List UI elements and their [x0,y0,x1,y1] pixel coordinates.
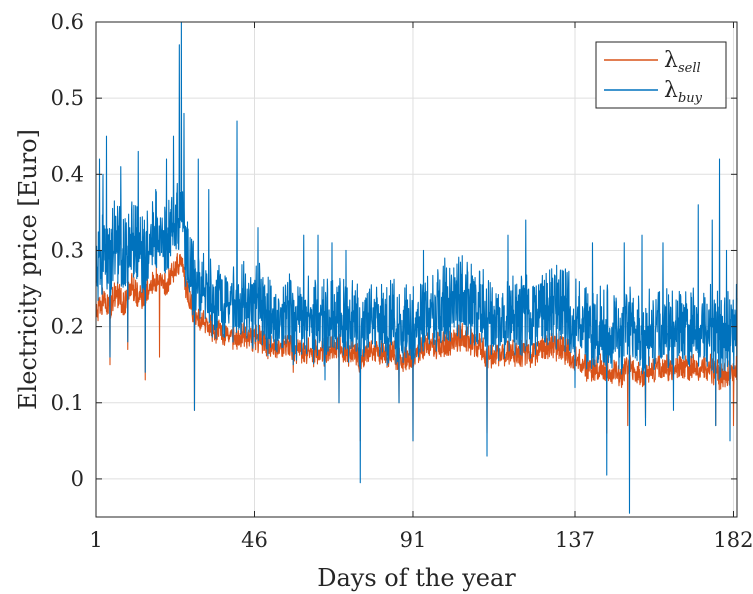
legend-subscript-buy: buy [678,91,703,106]
y-tick-label: 0 [71,467,84,491]
x-tick-label: 91 [400,528,427,552]
legend-subscript-sell: sell [678,61,701,76]
legend: λsell λbuy [595,41,727,109]
series-line-buy [95,21,738,514]
axes-box [95,21,738,518]
y-tick-label: 0.6 [51,10,84,34]
x-tick-label: 137 [555,528,595,552]
y-tick-label: 0.5 [51,86,84,110]
legend-entry-sell: λsell [664,48,701,76]
legend-box [595,41,727,109]
legend-symbol-sell: λ [664,48,678,73]
y-tick-label: 0.1 [51,391,84,415]
legend-entry-buy: λbuy [664,78,703,106]
ticks: 1 46 91 137 182 0 0.1 0.2 0.3 0.4 0.5 0.6 [51,10,753,552]
x-tick-label: 46 [241,528,268,552]
y-tick-label: 0.2 [51,315,84,339]
series-layer [95,21,738,514]
x-tick-label: 1 [89,528,102,552]
y-tick-label: 0.4 [51,162,84,186]
x-tick-label: 182 [713,528,753,552]
y-axis-label: Electricity price [Euro] [14,129,42,410]
x-axis-label: Days of the year [317,564,516,592]
legend-symbol-buy: λ [664,78,678,103]
y-tick-label: 0.3 [51,238,84,262]
